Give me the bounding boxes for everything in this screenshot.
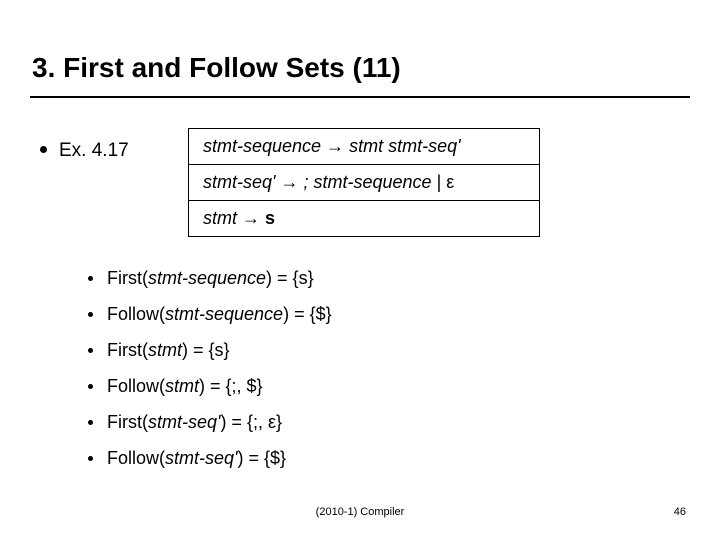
bar: | [437, 172, 442, 192]
grammar-row-2: stmt-seq' → ; stmt-sequence | ε [189, 164, 539, 200]
title-rule [30, 96, 690, 98]
item-post: ) = {$} [237, 448, 286, 468]
item-arg: stmt-seq' [148, 412, 220, 432]
item-arg: stmt-sequence [148, 268, 266, 288]
g2-rhs2: ε [446, 172, 454, 192]
example-label-text: Ex. 4.17 [59, 140, 129, 161]
item-post: ) = {;, ε} [220, 412, 282, 432]
item-pre: Follow( [107, 376, 165, 396]
item-pre: Follow( [107, 304, 165, 324]
bullet-icon [88, 348, 93, 353]
item-pre: First( [107, 268, 148, 288]
list-item: First(stmt-sequence) = {s} [88, 268, 332, 289]
bullet-icon [88, 312, 93, 317]
item-arg: stmt [165, 376, 199, 396]
list-item: Follow(stmt) = {;, $} [88, 376, 332, 397]
item-arg: stmt-seq' [165, 448, 237, 468]
g2-rhs1: ; stmt-sequence [303, 172, 431, 192]
bullet-icon [88, 420, 93, 425]
slide: 3. First and Follow Sets (11) Ex. 4.17 s… [0, 0, 720, 540]
g1-rhs: stmt stmt-seq' [349, 136, 460, 156]
item-pre: Follow( [107, 448, 165, 468]
list-item: First(stmt-seq') = {;, ε} [88, 412, 332, 433]
bullet-icon [88, 384, 93, 389]
arrow-icon: → [326, 136, 344, 156]
list-item: Follow(stmt-sequence) = {$} [88, 304, 332, 325]
g3-rhs: s [265, 208, 275, 228]
item-pre: First( [107, 340, 148, 360]
bullet-icon [40, 146, 47, 153]
grammar-table: stmt-sequence → stmt stmt-seq' stmt-seq'… [188, 128, 540, 237]
bullet-icon [88, 276, 93, 281]
slide-title: 3. First and Follow Sets (11) [32, 52, 401, 84]
list-item: Follow(stmt-seq') = {$} [88, 448, 332, 469]
arrow-icon: → [280, 172, 298, 192]
item-post: ) = {s} [266, 268, 314, 288]
grammar-row-1: stmt-sequence → stmt stmt-seq' [189, 129, 539, 164]
example-label: Ex. 4.17 [40, 140, 129, 162]
item-arg: stmt [148, 340, 182, 360]
results-list: First(stmt-sequence) = {s} Follow(stmt-s… [88, 268, 332, 484]
arrow-icon: → [242, 208, 260, 228]
item-post: ) = {$} [283, 304, 332, 324]
list-item: First(stmt) = {s} [88, 340, 332, 361]
item-post: ) = {s} [182, 340, 230, 360]
item-post: ) = {;, $} [199, 376, 263, 396]
g3-lhs: stmt [203, 208, 237, 228]
grammar-row-3: stmt → s [189, 200, 539, 236]
g2-lhs: stmt-seq' [203, 172, 275, 192]
item-pre: First( [107, 412, 148, 432]
footer-center: (2010-1) Compiler [0, 506, 720, 518]
bullet-icon [88, 456, 93, 461]
g1-lhs: stmt-sequence [203, 136, 321, 156]
item-arg: stmt-sequence [165, 304, 283, 324]
page-number: 46 [674, 506, 686, 518]
